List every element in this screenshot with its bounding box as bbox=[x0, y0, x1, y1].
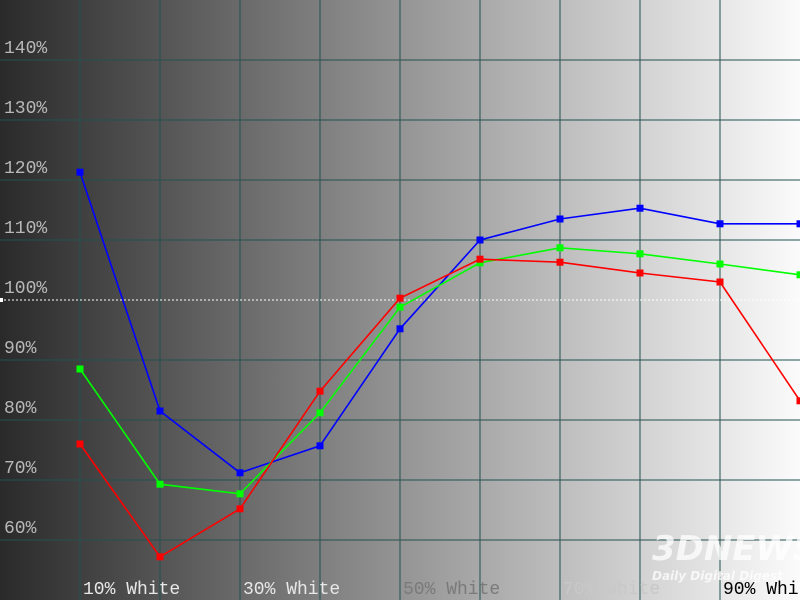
data-point bbox=[236, 505, 244, 513]
y-tick-label: 100% bbox=[4, 279, 47, 299]
y-tick-label: 140% bbox=[4, 39, 47, 59]
y-tick-label: 110% bbox=[4, 219, 47, 239]
watermark: 3DNEWS Daily Digital Digest bbox=[652, 529, 800, 583]
x-tick-label: 70% White bbox=[563, 580, 660, 600]
data-point bbox=[476, 259, 484, 267]
data-point bbox=[316, 409, 324, 417]
data-point bbox=[796, 397, 800, 405]
y-tick-label: 130% bbox=[4, 99, 47, 119]
x-tick-label: 90% White bbox=[723, 580, 800, 600]
x-tick-label: 30% White bbox=[243, 580, 340, 600]
data-point bbox=[396, 303, 404, 311]
y-tick-label: 120% bbox=[4, 159, 47, 179]
reference-marker bbox=[0, 298, 3, 302]
x-tick-label: 10% White bbox=[83, 580, 180, 600]
series-line bbox=[79, 246, 800, 495]
data-point bbox=[716, 220, 724, 228]
watermark-logo: 3DNEWS bbox=[652, 529, 800, 569]
x-tick-label: 50% White bbox=[403, 580, 500, 600]
data-point bbox=[476, 236, 484, 244]
data-point bbox=[156, 407, 164, 415]
data-point bbox=[556, 258, 564, 266]
data-point bbox=[556, 244, 564, 252]
data-point bbox=[236, 490, 244, 498]
data-point bbox=[636, 250, 644, 258]
y-tick-label: 70% bbox=[4, 459, 37, 479]
data-point bbox=[76, 168, 84, 176]
data-point bbox=[76, 365, 84, 373]
data-point bbox=[396, 325, 404, 333]
data-point bbox=[236, 469, 244, 477]
data-point bbox=[156, 553, 164, 561]
data-point bbox=[396, 294, 404, 302]
data-point bbox=[636, 204, 644, 212]
data-point bbox=[556, 215, 564, 223]
data-point bbox=[76, 440, 84, 448]
watermark-tagline: Daily Digital Digest bbox=[652, 569, 784, 583]
data-point bbox=[476, 255, 484, 263]
y-tick-label: 60% bbox=[4, 519, 37, 539]
data-point bbox=[716, 260, 724, 268]
data-point bbox=[716, 278, 724, 286]
data-point bbox=[796, 220, 800, 228]
data-point bbox=[316, 387, 324, 395]
y-tick-label: 80% bbox=[4, 399, 37, 419]
data-point bbox=[156, 480, 164, 488]
series-line bbox=[79, 258, 800, 558]
y-tick-label: 90% bbox=[4, 339, 37, 359]
data-point bbox=[316, 442, 324, 450]
data-point bbox=[636, 269, 644, 277]
data-point bbox=[796, 271, 800, 279]
